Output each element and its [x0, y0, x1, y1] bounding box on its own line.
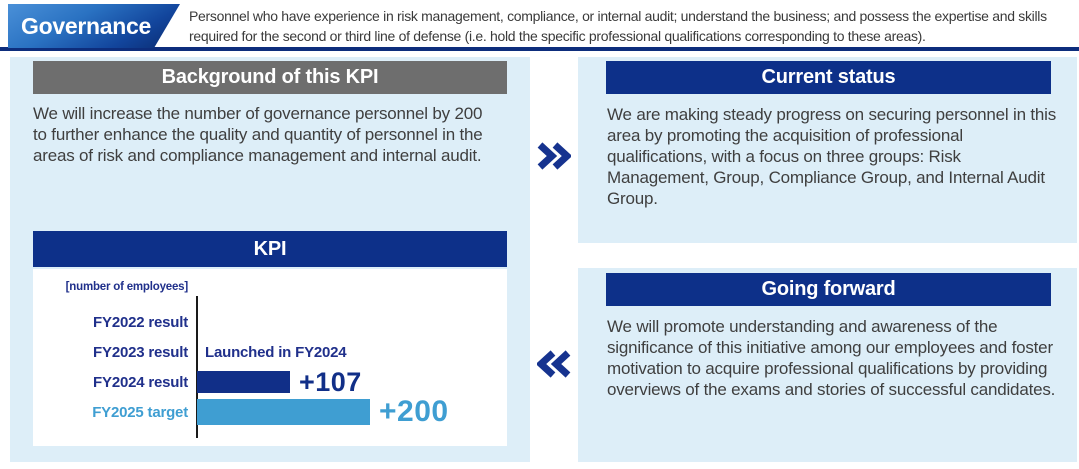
governance-tag: Governance	[8, 4, 180, 48]
chart-row-area: +107	[197, 367, 507, 397]
current-status-panel: Current status We are making steady prog…	[578, 57, 1077, 243]
header-divider	[0, 47, 1079, 51]
chart-row-area: Launched in FY2024	[197, 337, 507, 367]
chart-row-area	[197, 307, 507, 337]
chart-value-label: +200	[379, 395, 449, 428]
chart-row-area: +200	[197, 397, 507, 427]
chart-row-label: FY2022 result	[93, 313, 188, 331]
chart-value-label: +107	[299, 366, 362, 397]
kpi-section-title: KPI	[33, 231, 507, 267]
governance-tag-label: Governance	[21, 12, 151, 39]
flow-arrow-left	[534, 349, 574, 379]
going-forward-body: We will promote understanding and awaren…	[607, 317, 1056, 400]
double-chevron-left-icon	[537, 350, 571, 378]
current-status-body: We are making steady progress on securin…	[607, 105, 1057, 209]
chart-annotation: Launched in FY2024	[205, 343, 347, 361]
chart-row-label: FY2024 result	[93, 373, 188, 391]
going-forward-panel: Going forward We will promote understand…	[578, 268, 1077, 462]
chart-row-label: FY2023 result	[93, 343, 188, 361]
background-panel-body: We will increase the number of governanc…	[33, 104, 483, 166]
chart-unit-label: [number of employees]	[65, 281, 189, 293]
kpi-chart-rows: FY2022 result FY2023 result Launched in FY…	[33, 307, 507, 427]
chart-axis-line	[196, 296, 198, 438]
governance-definition: Personnel who have experience in risk ma…	[189, 8, 1047, 44]
chart-row-label: FY2025 target	[92, 403, 188, 421]
chart-bar	[197, 371, 290, 393]
chart-row: FY2023 result Launched in FY2024	[33, 337, 507, 367]
chart-row: FY2024 result +107	[33, 367, 507, 397]
chart-row: FY2025 target +200	[33, 397, 507, 427]
chart-row: FY2022 result	[33, 307, 507, 337]
double-chevron-right-icon	[537, 142, 571, 170]
background-panel-title: Background of this KPI	[33, 61, 507, 94]
going-forward-title: Going forward	[606, 273, 1051, 306]
kpi-bar-chart: [number of employees] FY2022 result FY202…	[33, 269, 507, 446]
chart-bar	[197, 399, 370, 425]
current-status-title: Current status	[606, 61, 1051, 94]
background-kpi-panel: Background of this KPI We will increase …	[10, 57, 530, 462]
flow-arrow-right	[534, 141, 574, 171]
